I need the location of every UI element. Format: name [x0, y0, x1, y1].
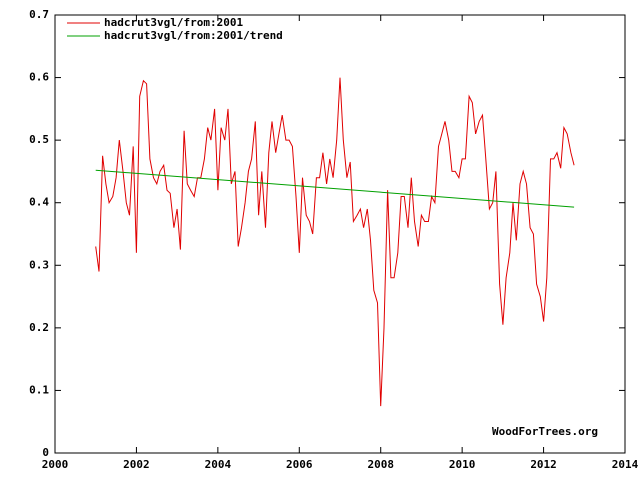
y-tick-label: 0.3 — [29, 258, 49, 271]
y-tick-label: 0.6 — [29, 71, 49, 84]
x-tick-label: 2008 — [367, 458, 394, 471]
watermark: WoodForTrees.org — [492, 425, 598, 438]
y-tick-label: 0 — [42, 446, 49, 459]
x-tick-label: 2014 — [612, 458, 639, 471]
x-tick-label: 2006 — [286, 458, 313, 471]
series-line — [95, 169, 575, 208]
legend-label: hadcrut3vgl/from:2001 — [104, 16, 243, 29]
x-tick-label: 2002 — [123, 458, 150, 471]
x-tick-label: 2000 — [42, 458, 69, 471]
y-tick-label: 0.7 — [29, 8, 49, 21]
series-line — [95, 77, 575, 407]
y-tick-label: 0.5 — [29, 133, 49, 146]
plot-frame — [54, 14, 626, 454]
y-tick-label: 0.1 — [29, 383, 49, 396]
x-tick-label: 2012 — [530, 458, 557, 471]
y-tick-label: 0.2 — [29, 321, 49, 334]
y-tick-label: 0.4 — [29, 196, 49, 209]
x-tick-label: 2004 — [205, 458, 232, 471]
legend-label: hadcrut3vgl/from:2001/trend — [104, 29, 283, 42]
x-tick-label: 2010 — [449, 458, 476, 471]
